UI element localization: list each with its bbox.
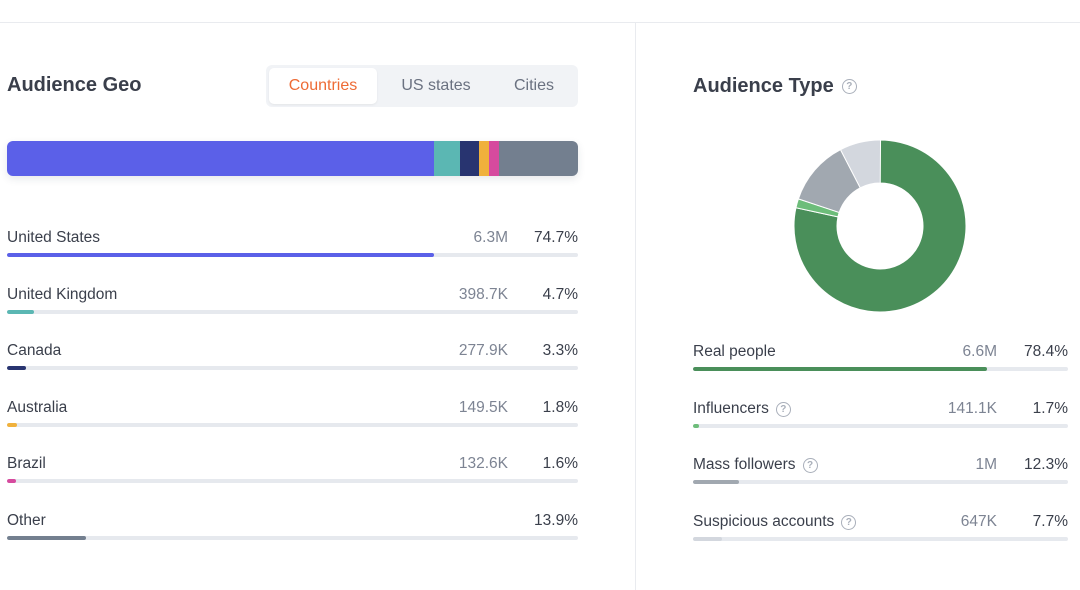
audience-type-progress-track — [693, 424, 1068, 428]
country-progress-track — [7, 423, 578, 427]
panel-divider — [635, 23, 636, 590]
audience-type-progress-track — [693, 480, 1068, 484]
country-progress-fill — [7, 366, 26, 370]
tab-us-states[interactable]: US states — [401, 77, 471, 94]
audience-type-label: Suspicious accounts? — [693, 513, 857, 531]
audience-type-label: Influencers? — [693, 400, 791, 418]
audience-type-count: 647K — [960, 513, 997, 530]
audience-type-donut-chart — [793, 139, 967, 313]
audience-type-label-text: Suspicious accounts — [693, 513, 835, 530]
help-icon[interactable]: ? — [775, 401, 791, 417]
tab-cities[interactable]: Cities — [513, 77, 554, 94]
country-progress-fill — [7, 479, 17, 483]
geo-stack-segment[interactable] — [433, 141, 461, 176]
country-progress-track — [7, 253, 578, 257]
audience-type-label-text: Real people — [693, 343, 776, 360]
country-name: Australia — [7, 399, 67, 417]
country-name-text: Australia — [7, 399, 68, 416]
country-name-text: United States — [7, 229, 101, 246]
audience-type-row: Real people 6.6M 78.4% — [693, 343, 1068, 367]
country-percent: 1.8% — [542, 399, 578, 416]
donut-slice-real-people[interactable] — [793, 139, 967, 313]
geo-stack-segment[interactable] — [460, 141, 480, 176]
tab-countries[interactable]: Countries — [269, 68, 377, 104]
geo-country-row: Other 13.9% — [7, 512, 578, 536]
help-icon[interactable]: ? — [841, 79, 857, 94]
country-count: 398.7K — [458, 286, 508, 303]
audience-type-percent: 12.3% — [1024, 456, 1068, 473]
audience-type-progress-fill — [693, 367, 987, 371]
country-progress-track — [7, 479, 578, 483]
geo-country-row: United Kingdom 398.7K 4.7% — [7, 286, 578, 310]
country-progress-track — [7, 366, 578, 370]
country-name: United Kingdom — [7, 286, 117, 304]
country-name: Canada — [7, 342, 61, 360]
geo-stacked-bar — [7, 141, 578, 176]
country-percent: 3.3% — [542, 342, 578, 359]
audience-type-progress-track — [693, 367, 1068, 371]
geo-country-row: United States 6.3M 74.7% — [7, 229, 578, 253]
country-count: 277.9K — [458, 342, 508, 359]
audience-type-row: Suspicious accounts? 647K 7.7% — [693, 513, 1068, 537]
country-progress-fill — [7, 310, 34, 314]
audience-type-label-text: Influencers — [693, 400, 769, 417]
audience-type-count: 6.6M — [962, 343, 997, 360]
geo-stack-segment[interactable] — [479, 141, 490, 176]
audience-type-count: 141.1K — [947, 400, 997, 417]
country-percent: 4.7% — [542, 286, 578, 303]
audience-type-percent: 78.4% — [1024, 343, 1068, 360]
country-percent: 13.9% — [534, 512, 578, 529]
country-count: 132.6K — [458, 455, 508, 472]
geo-stack-segment[interactable] — [498, 141, 578, 176]
country-count: 6.3M — [473, 229, 508, 246]
audience-type-title-text: Audience Type — [693, 75, 834, 97]
audience-type-progress-track — [693, 537, 1068, 541]
country-percent: 1.6% — [542, 455, 578, 472]
geo-stack-segment[interactable] — [7, 141, 434, 176]
donut-slice-suspicious-accounts[interactable] — [839, 139, 882, 189]
country-progress-fill — [7, 253, 434, 257]
audience-type-progress-fill — [693, 480, 740, 484]
audience-type-count: 1M — [975, 456, 997, 473]
country-name: Other — [7, 512, 46, 530]
audience-type-row: Influencers? 141.1K 1.7% — [693, 400, 1068, 424]
country-name-text: Other — [7, 512, 46, 529]
audience-geo-title: Audience Geo — [7, 74, 142, 96]
geo-country-row: Australia 149.5K 1.8% — [7, 399, 578, 423]
geo-country-row: Brazil 132.6K 1.6% — [7, 455, 578, 479]
country-name-text: United Kingdom — [7, 286, 118, 303]
audience-type-label: Real people — [693, 343, 776, 361]
audience-type-row: Mass followers? 1M 12.3% — [693, 456, 1068, 480]
audience-type-label: Mass followers? — [693, 456, 818, 474]
country-name: United States — [7, 229, 100, 247]
country-name-text: Canada — [7, 342, 62, 359]
geo-country-row: Canada 277.9K 3.3% — [7, 342, 578, 366]
audience-type-progress-fill — [693, 424, 700, 428]
country-progress-fill — [7, 423, 18, 427]
audience-type-progress-fill — [693, 537, 722, 541]
top-divider — [0, 22, 1080, 23]
audience-type-percent: 1.7% — [1032, 400, 1068, 417]
audience-type-percent: 7.7% — [1032, 513, 1068, 530]
audience-type-title: Audience Type ? — [693, 75, 857, 98]
geo-tabs: Countries US states Cities — [266, 65, 578, 107]
country-progress-track — [7, 310, 578, 314]
country-percent: 74.7% — [534, 229, 578, 246]
country-progress-track — [7, 536, 578, 540]
geo-stack-segment[interactable] — [489, 141, 499, 176]
country-name: Brazil — [7, 455, 46, 473]
country-count: 149.5K — [458, 399, 508, 416]
help-icon[interactable]: ? — [802, 457, 818, 473]
country-name-text: Brazil — [7, 455, 46, 472]
audience-type-label-text: Mass followers — [693, 456, 796, 473]
country-progress-fill — [7, 536, 87, 540]
help-icon[interactable]: ? — [841, 514, 857, 530]
